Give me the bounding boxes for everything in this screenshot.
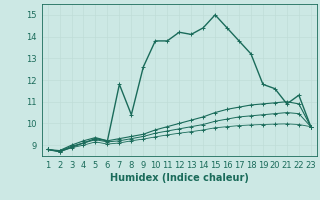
X-axis label: Humidex (Indice chaleur): Humidex (Indice chaleur) [110,173,249,183]
